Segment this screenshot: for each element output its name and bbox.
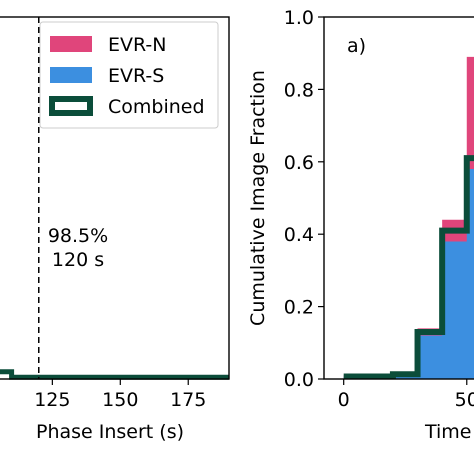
left-x-tick-label: 125: [34, 389, 70, 411]
right-x-axis-label: Time: [424, 421, 472, 443]
legend-label-evr-s: EVR-S: [108, 65, 164, 87]
right-y-axis-label: Cumulative Image Fraction: [247, 70, 269, 326]
right-axes-frame: [323, 16, 474, 380]
legend-swatch-combined: [49, 96, 93, 116]
left-plot-area: [0, 17, 229, 380]
panel-label: a): [347, 35, 366, 57]
annotation-time: 120 s: [52, 249, 104, 271]
legend: EVR-N EVR-S Combined: [39, 21, 219, 129]
right-y-tick-label: 0.8: [284, 79, 314, 101]
legend-label-combined: Combined: [108, 96, 205, 118]
left-x-axis-label: Phase Insert (s): [36, 421, 184, 443]
left-x-tick-label: 175: [170, 389, 206, 411]
right-y-tick-label: 0.6: [284, 152, 314, 174]
right-x-tick-label: 0: [338, 389, 350, 411]
right-plot-area: [343, 56, 474, 380]
combined-histogram-outline: [343, 155, 474, 380]
right-y-tick-label: 1.0: [284, 7, 314, 29]
right-y-tick-label: 0.4: [284, 224, 314, 246]
evr-s-histogram: [343, 169, 474, 379]
left-x-ticks: 125 150 175: [34, 379, 206, 411]
right-y-tick-label: 0.2: [284, 297, 314, 319]
right-panel: 0.0 0.2 0.4 0.6 0.8 1.0 0 50 a) Cumulative Ima…: [247, 7, 474, 443]
left-x-tick-label: 150: [102, 389, 138, 411]
left-combined-step-line: [0, 369, 229, 380]
legend-label-evr-n: EVR-N: [108, 34, 167, 56]
legend-swatch-evr-n: [50, 36, 92, 52]
annotation-percent: 98.5%: [48, 225, 108, 247]
left-panel: 125 150 175 Phase Insert (s) 98.5% 120 s E…: [0, 16, 230, 443]
right-y-tick-label: 0.0: [284, 369, 314, 391]
right-y-ticks: 0.0 0.2 0.4 0.6 0.8 1.0: [284, 7, 324, 391]
left-axes-frame: [0, 16, 230, 380]
legend-swatch-evr-s: [50, 67, 92, 83]
right-x-ticks: 0 50: [338, 379, 474, 411]
right-x-tick-label: 50: [455, 389, 474, 411]
